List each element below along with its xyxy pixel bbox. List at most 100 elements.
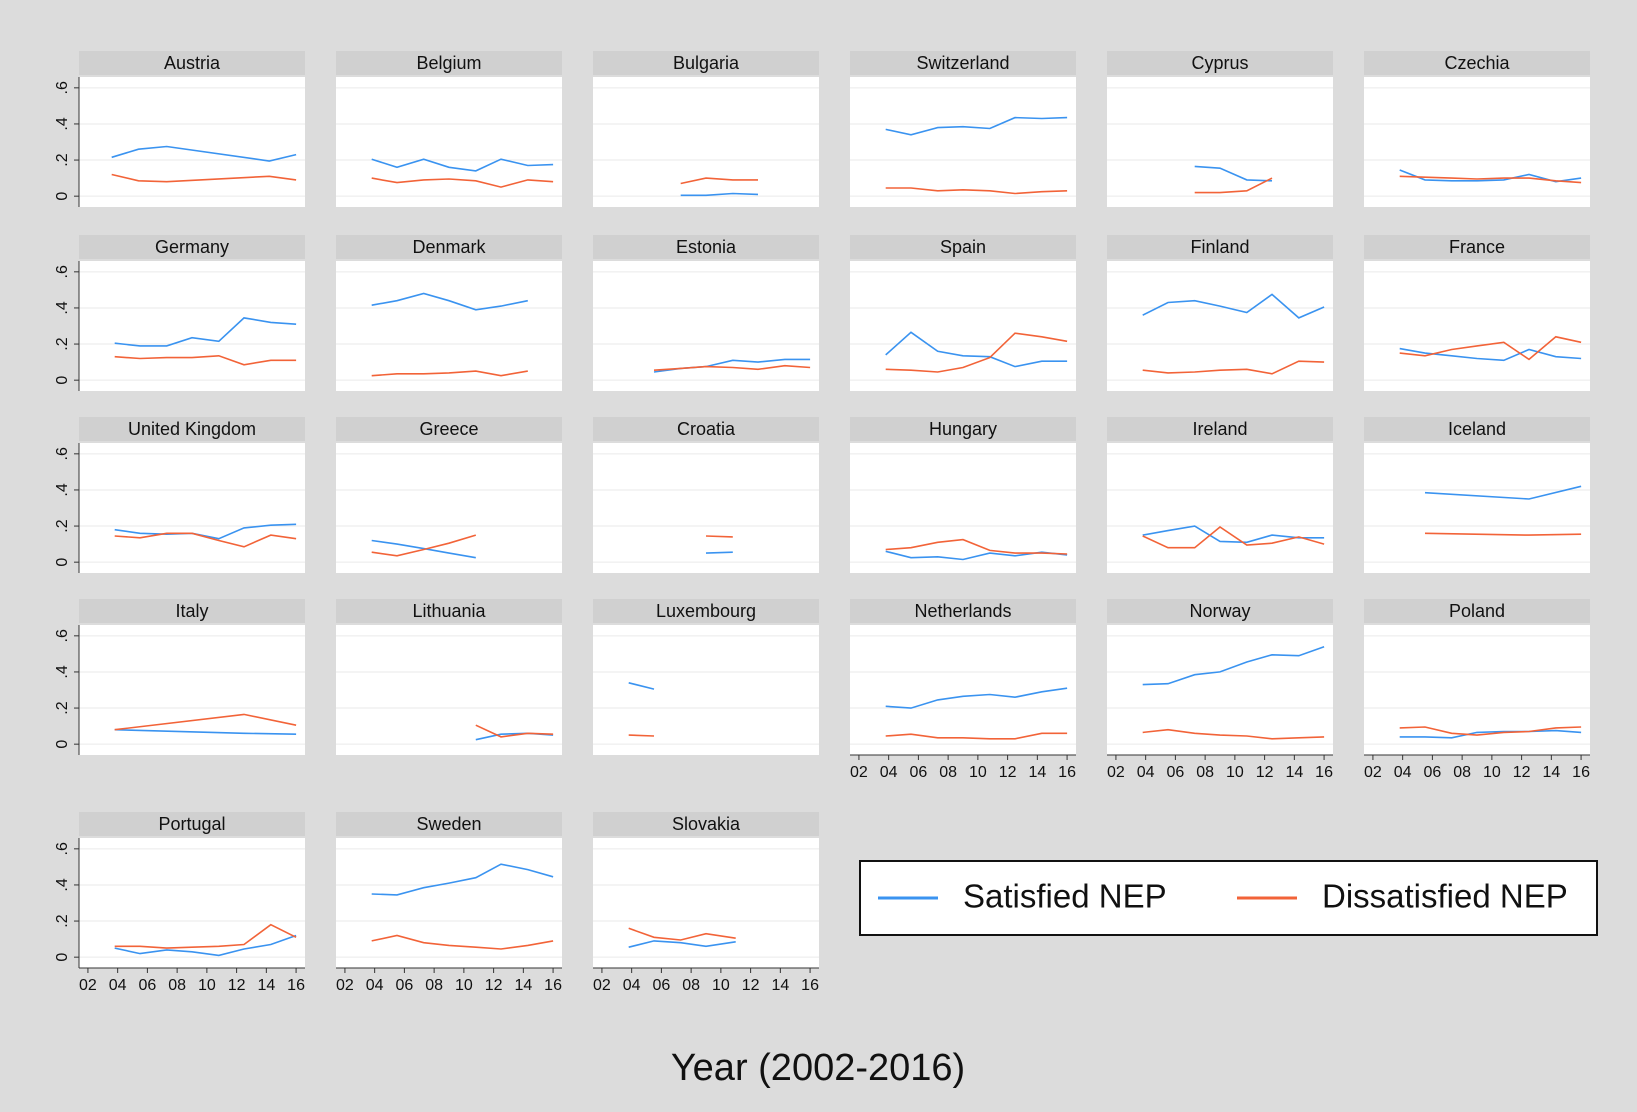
plot-area [850, 625, 1076, 755]
series-line [111, 173, 297, 183]
x-tick-label: 16 [544, 977, 562, 994]
series-line [114, 728, 297, 735]
panel-title: Bulgaria [673, 53, 740, 73]
series-line [1424, 532, 1582, 536]
series-line [1399, 729, 1582, 739]
series-line [1142, 360, 1325, 375]
series-line [371, 370, 528, 377]
panel-strip [336, 417, 562, 441]
panel-title: Ireland [1192, 419, 1247, 439]
panel-title: Luxembourg [656, 601, 756, 621]
plot-area [850, 261, 1076, 391]
y-tick-label: 0 [54, 953, 71, 962]
series-line [1424, 485, 1582, 500]
x-tick-label: 10 [969, 764, 987, 781]
plot-area [593, 443, 819, 573]
x-tick-label: 08 [939, 764, 957, 781]
panel-strip [79, 51, 305, 75]
panel-strip [850, 51, 1076, 75]
panel-title: Spain [940, 237, 986, 257]
x-tick-label: 12 [999, 764, 1017, 781]
x-tick-label: 10 [1226, 764, 1244, 781]
panel-strip [1107, 417, 1333, 441]
plot-area [1107, 77, 1333, 207]
x-tick-label: 08 [425, 977, 443, 994]
x-tick-label: 12 [1513, 764, 1531, 781]
plot-area [336, 838, 562, 968]
panel-title: France [1449, 237, 1505, 257]
x-tick-label: 04 [366, 977, 384, 994]
x-tick-label: 10 [198, 977, 216, 994]
series-line [885, 187, 1068, 195]
panel-strip [79, 235, 305, 259]
series-line [114, 934, 297, 957]
series-line [114, 923, 297, 949]
plot-area [336, 443, 562, 573]
panel-title: Denmark [412, 237, 486, 257]
x-tick-label: 02 [79, 977, 97, 994]
panel-strip [593, 417, 819, 441]
x-tick-label: 06 [1166, 764, 1184, 781]
plot-area [1364, 77, 1590, 207]
series-line [371, 158, 554, 172]
panel-title: Germany [155, 237, 229, 257]
x-tick-label: 06 [652, 977, 670, 994]
x-tick-label: 12 [485, 977, 503, 994]
plot-area [79, 838, 305, 968]
x-tick-label: 14 [771, 977, 789, 994]
panel-strip [593, 235, 819, 259]
x-tick-label: 02 [1107, 764, 1125, 781]
y-tick-label: .4 [54, 483, 71, 496]
x-tick-label: 04 [1394, 764, 1412, 781]
panel-strip [79, 417, 305, 441]
series-line [885, 116, 1068, 136]
panel-strip [1107, 235, 1333, 259]
plot-area [79, 261, 305, 391]
series-line [1194, 177, 1273, 194]
plot-area [79, 77, 305, 207]
plot-area [593, 838, 819, 968]
series-line [475, 724, 554, 738]
legend-label: Satisfied NEP [963, 878, 1167, 915]
x-tick-label: 06 [909, 764, 927, 781]
x-tick-label: 02 [593, 977, 611, 994]
y-tick-label: .4 [54, 878, 71, 891]
panel-title: Finland [1190, 237, 1249, 257]
plot-area [336, 625, 562, 755]
y-tick-label: .2 [54, 914, 71, 927]
series-line [114, 523, 297, 540]
x-axis-label: Year (2002-2016) [671, 1047, 965, 1089]
legend-label: Dissatisfied NEP [1322, 878, 1568, 915]
y-tick-label: .6 [54, 265, 71, 278]
y-tick-label: .6 [54, 447, 71, 460]
x-tick-label: 16 [801, 977, 819, 994]
series-line [653, 364, 811, 371]
series-line [1142, 645, 1325, 686]
panel-strip [336, 51, 562, 75]
panel-strip [593, 599, 819, 623]
x-tick-label: 08 [682, 977, 700, 994]
series-line [114, 317, 297, 347]
x-tick-label: 08 [1196, 764, 1214, 781]
series-line [885, 332, 1068, 373]
series-line [371, 934, 554, 950]
panel-strip [1107, 51, 1333, 75]
series-line [1142, 293, 1325, 319]
panel-title: Greece [419, 419, 478, 439]
series-line [628, 927, 736, 941]
x-tick-label: 12 [228, 977, 246, 994]
plot-area [79, 443, 305, 573]
x-tick-label: 06 [395, 977, 413, 994]
x-tick-label: 14 [257, 977, 275, 994]
panel-strip [593, 812, 819, 836]
panel-strip [336, 812, 562, 836]
x-tick-label: 04 [880, 764, 898, 781]
x-tick-label: 06 [1423, 764, 1441, 781]
panel-title: Netherlands [914, 601, 1011, 621]
y-tick-label: .2 [54, 701, 71, 714]
x-tick-label: 16 [1315, 764, 1333, 781]
y-tick-label: 0 [54, 192, 71, 201]
y-tick-label: .4 [54, 301, 71, 314]
